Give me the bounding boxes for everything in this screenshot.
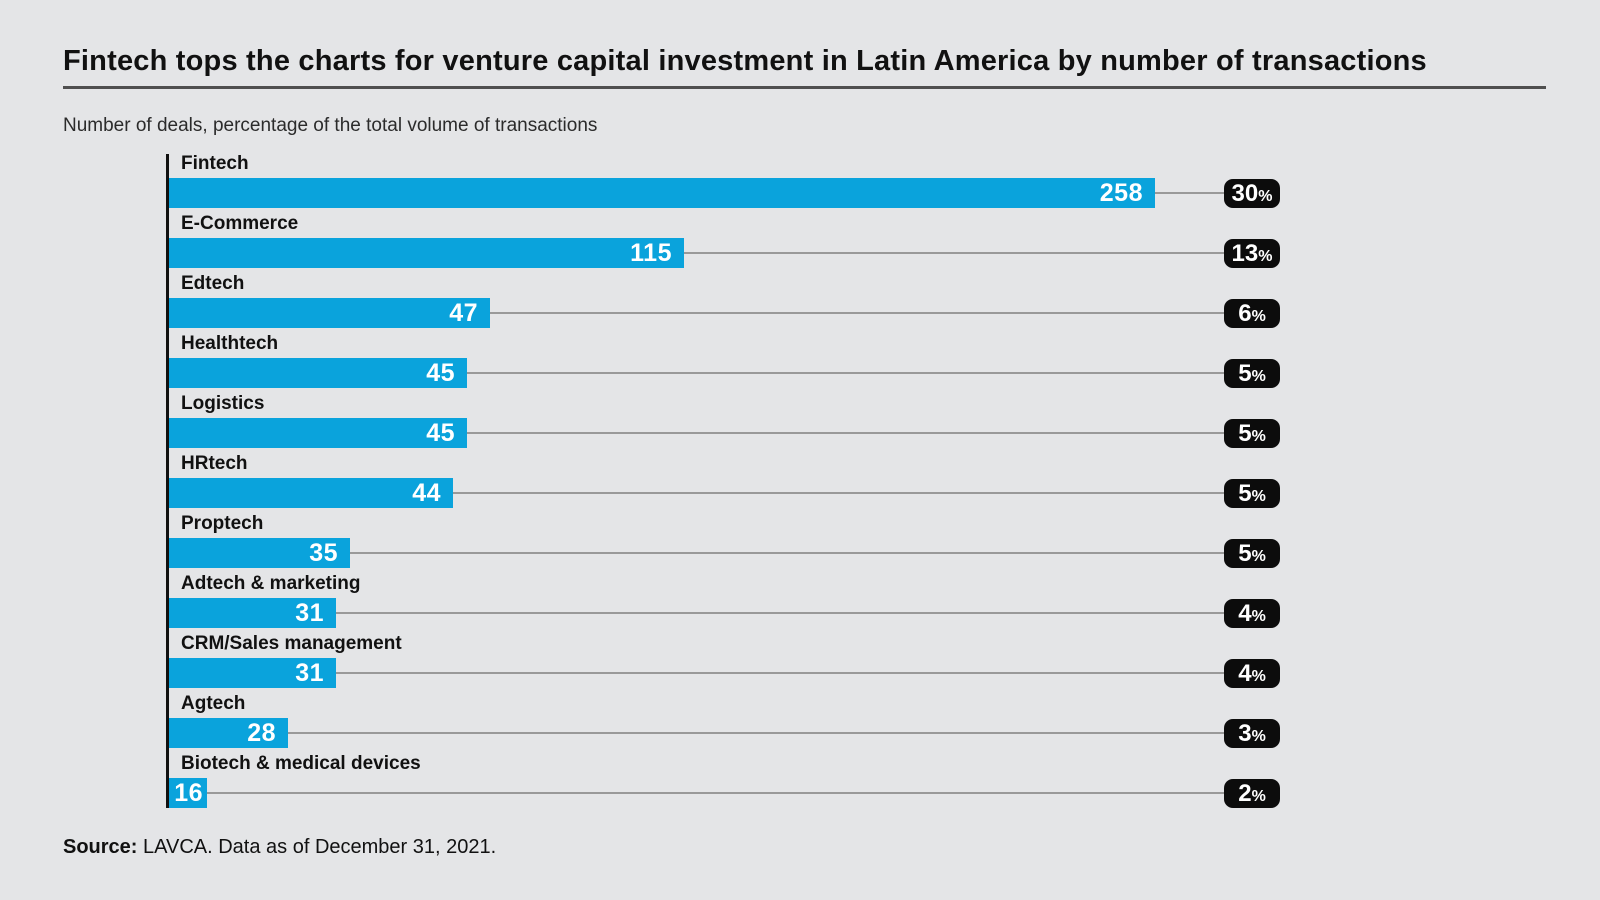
- percent-sign: %: [1251, 788, 1266, 805]
- bar-value: 45: [426, 359, 455, 387]
- connector-line: [453, 492, 1224, 494]
- connector-line: [207, 792, 1224, 794]
- percent-sign: %: [1251, 308, 1266, 325]
- percent-badge: 5%: [1224, 419, 1280, 448]
- percent-badge: 13%: [1224, 239, 1280, 268]
- bar-value: 28: [247, 719, 276, 747]
- bar: 115: [169, 238, 684, 268]
- percent-value: 5: [1238, 480, 1252, 507]
- category-label: HRtech: [181, 453, 248, 474]
- percent-sign: %: [1251, 548, 1266, 565]
- percent-sign: %: [1251, 428, 1266, 445]
- title-underline: [63, 86, 1546, 89]
- bar: 258: [169, 178, 1155, 208]
- bar-value: 47: [449, 299, 478, 327]
- connector-line: [288, 732, 1224, 734]
- percent-value: 5: [1238, 420, 1252, 447]
- bar-value: 45: [426, 419, 455, 447]
- bar: 47: [169, 298, 490, 328]
- percent-sign: %: [1251, 668, 1266, 685]
- source-label: Source:: [63, 836, 138, 858]
- percent-sign: %: [1251, 488, 1266, 505]
- category-label: Fintech: [181, 153, 249, 174]
- percent-value: 30: [1231, 180, 1259, 207]
- category-label: CRM/Sales management: [181, 633, 402, 654]
- percent-badge: 5%: [1224, 359, 1280, 388]
- chart-subtitle: Number of deals, percentage of the total…: [63, 115, 598, 136]
- bar-value: 258: [1099, 179, 1143, 207]
- percent-badge: 3%: [1224, 719, 1280, 748]
- percent-sign: %: [1251, 368, 1266, 385]
- percent-badge: 2%: [1224, 779, 1280, 808]
- bar: 45: [169, 418, 467, 448]
- bar: 31: [169, 598, 336, 628]
- percent-badge: 4%: [1224, 599, 1280, 628]
- bar: 44: [169, 478, 453, 508]
- percent-sign: %: [1258, 248, 1273, 265]
- percent-value: 13: [1231, 240, 1259, 267]
- connector-line: [467, 432, 1224, 434]
- bar-value: 16: [174, 779, 203, 807]
- bar-value: 44: [412, 479, 441, 507]
- category-label: Proptech: [181, 513, 264, 534]
- percent-badge: 6%: [1224, 299, 1280, 328]
- percent-badge: 4%: [1224, 659, 1280, 688]
- percent-badge: 5%: [1224, 539, 1280, 568]
- category-label: Logistics: [181, 393, 265, 414]
- bar: 31: [169, 658, 336, 688]
- bar: 35: [169, 538, 350, 568]
- percent-value: 4: [1238, 660, 1252, 687]
- connector-line: [336, 672, 1224, 674]
- percent-value: 3: [1238, 720, 1252, 747]
- percent-value: 2: [1238, 780, 1252, 807]
- percent-value: 5: [1238, 540, 1252, 567]
- connector-line: [336, 612, 1224, 614]
- y-axis-line: [166, 154, 169, 808]
- connector-line: [684, 252, 1224, 254]
- percent-badge: 30%: [1224, 179, 1280, 208]
- bar-value: 31: [295, 599, 324, 627]
- source-note: Source: LAVCA. Data as of December 31, 2…: [63, 835, 496, 859]
- category-label: Biotech & medical devices: [181, 753, 421, 774]
- chart-title: Fintech tops the charts for venture capi…: [63, 45, 1427, 77]
- bar: 45: [169, 358, 467, 388]
- percent-sign: %: [1251, 608, 1266, 625]
- percent-value: 6: [1238, 300, 1252, 327]
- category-label: Adtech & marketing: [181, 573, 361, 594]
- bar-value: 31: [295, 659, 324, 687]
- category-label: E-Commerce: [181, 213, 299, 234]
- category-label: Edtech: [181, 273, 245, 294]
- source-text: LAVCA. Data as of December 31, 2021.: [137, 836, 497, 858]
- percent-value: 4: [1238, 600, 1252, 627]
- bar: 16: [169, 778, 207, 808]
- percent-sign: %: [1258, 188, 1273, 205]
- bar-value: 35: [309, 539, 338, 567]
- connector-line: [490, 312, 1224, 314]
- category-label: Agtech: [181, 693, 246, 714]
- connector-line: [350, 552, 1224, 554]
- category-label: Healthtech: [181, 333, 279, 354]
- percent-value: 5: [1238, 360, 1252, 387]
- bar-value: 115: [630, 239, 672, 267]
- connector-line: [467, 372, 1224, 374]
- percent-badge: 5%: [1224, 479, 1280, 508]
- bar: 28: [169, 718, 288, 748]
- percent-sign: %: [1251, 728, 1266, 745]
- connector-line: [1155, 192, 1224, 194]
